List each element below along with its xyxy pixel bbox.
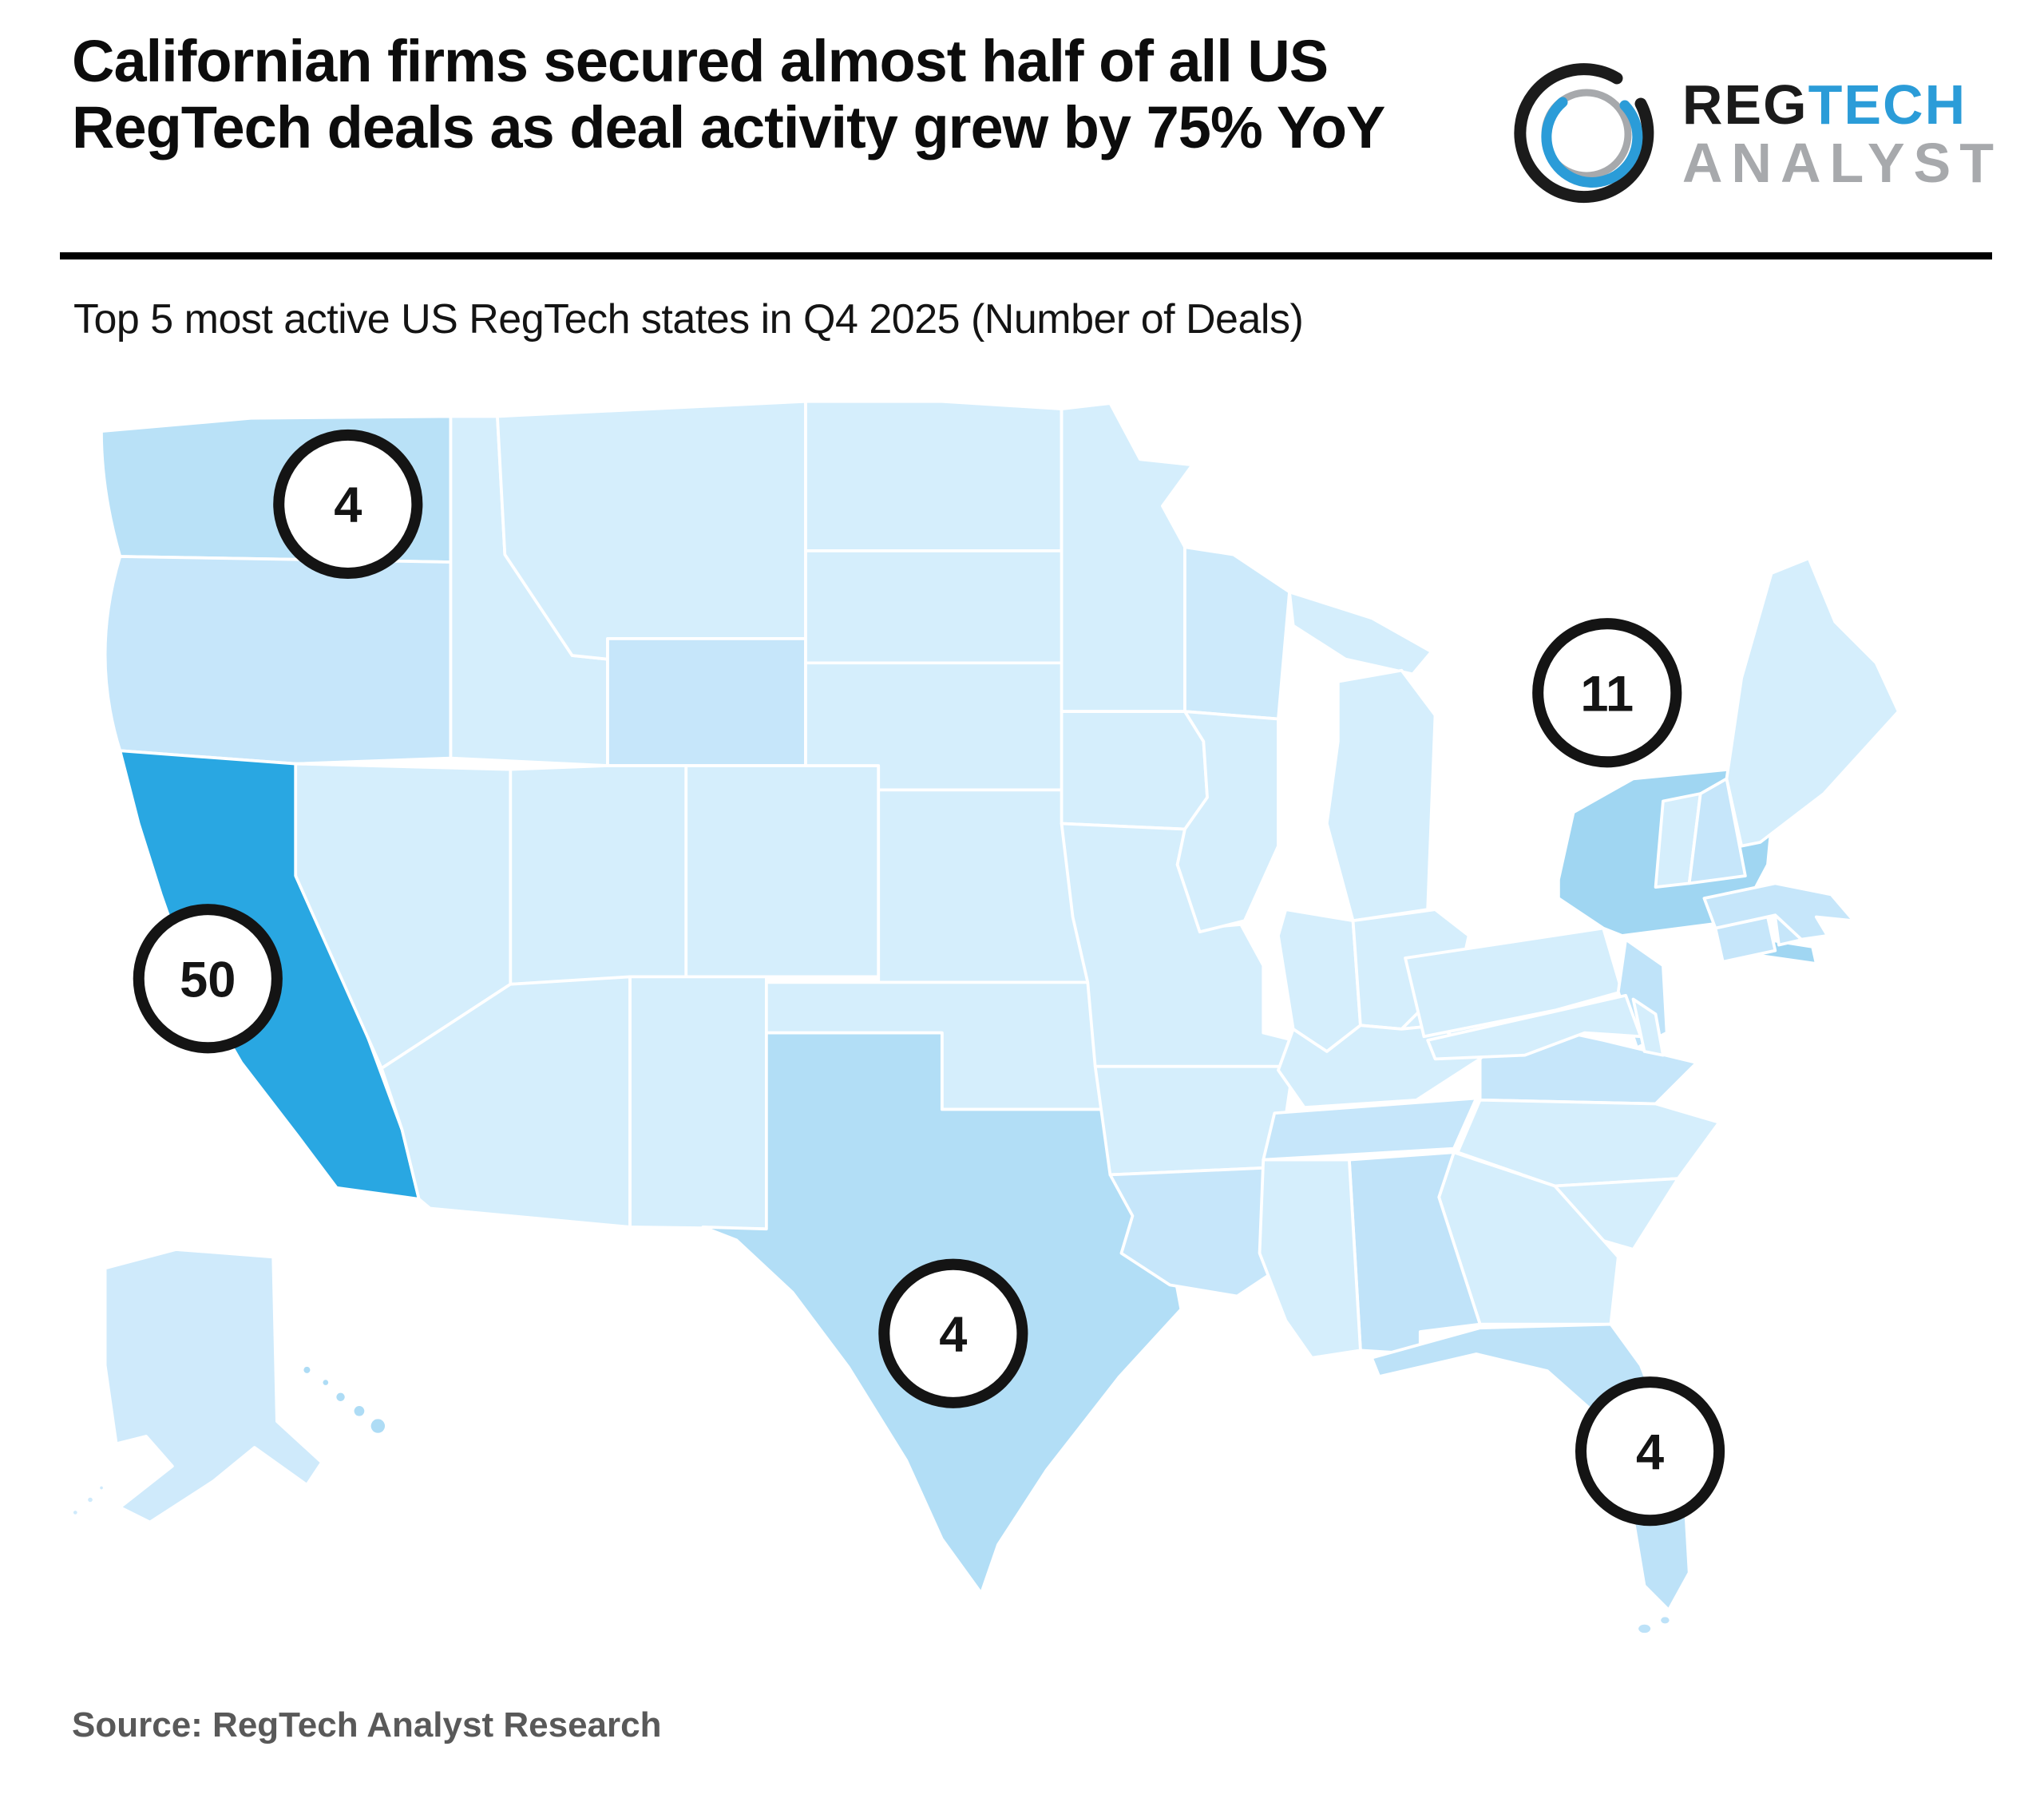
state-utah — [509, 764, 688, 986]
source-note: Source: RegTech Analyst Research — [72, 1705, 662, 1744]
deal-marker-washington: 4 — [273, 429, 423, 580]
state-south-dakota — [804, 549, 1075, 665]
deal-count-label: 4 — [939, 1307, 967, 1363]
deal-marker-new-york: 11 — [1532, 618, 1682, 768]
title-line-2: RegTech deals as deal activity grew by 7… — [72, 93, 1385, 160]
state-illinois — [1175, 710, 1280, 934]
state-tennessee — [1262, 1096, 1478, 1162]
logo-text-tech: TECH — [1808, 73, 1967, 136]
regtech-analyst-logo: REGTECH ANALYST — [1507, 54, 2002, 214]
logo-text-analyst: ANALYST — [1682, 132, 2002, 194]
title-line-1: Californian firms secured almost half of… — [72, 28, 1329, 94]
state-minnesota — [1060, 402, 1194, 714]
deal-count-label: 4 — [1636, 1424, 1664, 1480]
logo-wordmark: REGTECH ANALYST — [1682, 73, 2002, 194]
deal-count-label: 50 — [180, 952, 236, 1008]
state-maryland — [1426, 993, 1642, 1061]
deal-markers-layer: 4 50 11 4 4 — [133, 429, 1725, 1527]
state-wisconsin — [1183, 545, 1291, 721]
state-hawaii — [300, 1364, 388, 1436]
state-maine — [1725, 556, 1900, 848]
logo-text-reg: REG — [1682, 73, 1808, 136]
deal-count-label: 11 — [1580, 666, 1634, 722]
deal-marker-florida: 4 — [1575, 1376, 1725, 1527]
state-pennsylvania — [1404, 926, 1624, 1039]
deal-marker-california: 50 — [133, 904, 283, 1054]
state-alabama — [1347, 1150, 1482, 1356]
state-delaware — [1631, 997, 1665, 1057]
state-new-mexico — [628, 975, 768, 1231]
state-michigan — [1325, 668, 1437, 923]
logo-rings-icon — [1507, 54, 1666, 214]
state-alaska — [103, 1248, 323, 1524]
state-colorado — [684, 764, 881, 979]
deal-count-label: 4 — [334, 477, 362, 533]
state-north-dakota — [804, 399, 1064, 552]
state-florida-keys — [1635, 1614, 1673, 1636]
state-massachusetts — [1702, 881, 1856, 941]
state-michigan-upper-peninsula — [1288, 590, 1433, 676]
state-wyoming — [606, 637, 807, 767]
state-arizona — [380, 975, 632, 1229]
state-indiana — [1277, 908, 1362, 1053]
title-divider-rule — [60, 252, 1992, 259]
state-oregon — [103, 555, 453, 766]
us-map-svg: 4 50 11 4 4 — [70, 399, 1900, 1636]
state-mississippi — [1258, 1158, 1362, 1360]
page-title: Californian firms secured almost half of… — [72, 28, 1557, 161]
state-iowa — [1060, 710, 1209, 831]
deal-marker-texas: 4 — [878, 1258, 1028, 1408]
chart-subtitle: Top 5 most active US RegTech states in Q… — [73, 296, 1304, 343]
state-alaska-aleutians — [70, 1483, 106, 1518]
us-deal-map: 4 50 11 4 4 — [64, 375, 1932, 1645]
